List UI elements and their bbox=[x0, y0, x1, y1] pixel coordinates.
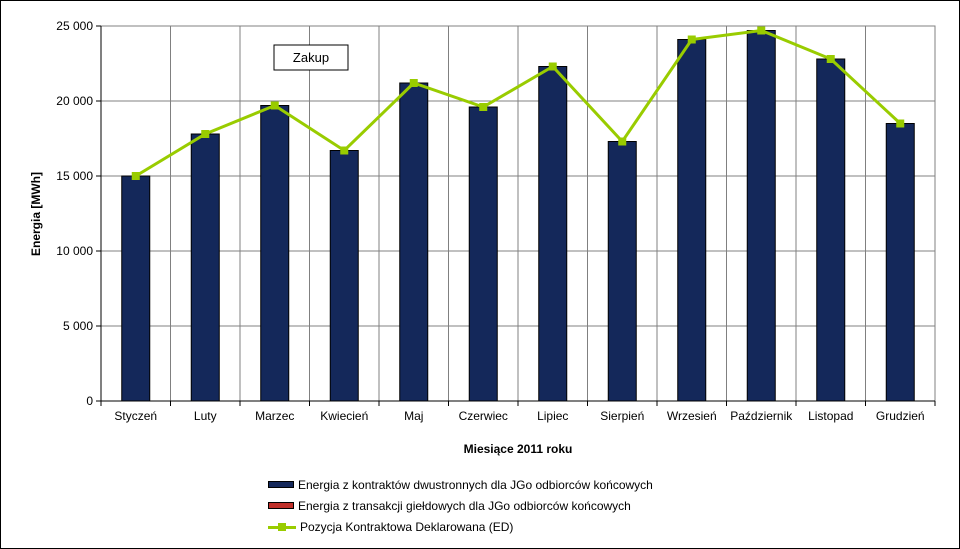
legend-item-exchange: Energia z transakcji giełdowych dla JGo … bbox=[268, 495, 653, 516]
y-axis-title: Energia [MWh] bbox=[29, 172, 43, 256]
annotation-box: Zakup bbox=[273, 44, 349, 71]
vertical-gridlines bbox=[170, 26, 866, 401]
bar bbox=[885, 123, 915, 402]
legend-swatch-navy bbox=[268, 481, 294, 488]
x-tick-label: Grudzień bbox=[876, 409, 925, 423]
legend-item-bilateral: Energia z kontraktów dwustronnych dla JG… bbox=[268, 474, 653, 495]
annotation-label: Zakup bbox=[293, 50, 329, 65]
series-line bbox=[134, 28, 902, 178]
legend: Energia z kontraktów dwustronnych dla JG… bbox=[268, 474, 653, 537]
bar bbox=[677, 39, 707, 402]
legend-label: Energia z transakcji giełdowych dla JGo … bbox=[298, 498, 631, 513]
bar bbox=[399, 82, 429, 402]
bar bbox=[260, 105, 290, 402]
bar bbox=[538, 66, 568, 402]
x-tick-label: Sierpień bbox=[600, 409, 644, 423]
bar bbox=[329, 150, 359, 402]
y-tick-label: 20 000 bbox=[56, 94, 93, 108]
line-point bbox=[131, 172, 140, 180]
x-axis-title: Miesiące 2011 roku bbox=[464, 442, 573, 456]
x-tick-label: Maj bbox=[404, 409, 423, 423]
x-axis-ticks: Styczeń Luty Marzec Kwiecień Maj Czerwiec Lipi… bbox=[100, 401, 936, 423]
bar bbox=[607, 141, 637, 402]
bar bbox=[746, 30, 776, 402]
y-tick-label: 10 000 bbox=[56, 244, 93, 258]
x-tick-label: Lipiec bbox=[537, 409, 568, 423]
x-tick-label: Październik bbox=[730, 409, 793, 423]
legend-label: Pozycja Kontraktowa Deklarowana (ED) bbox=[300, 519, 514, 534]
legend-swatch-red bbox=[268, 502, 294, 509]
y-tick-label: 25 000 bbox=[56, 19, 93, 33]
x-tick-label: Luty bbox=[194, 409, 217, 423]
bar bbox=[190, 133, 220, 402]
bar bbox=[121, 175, 151, 402]
line-series bbox=[131, 26, 905, 180]
x-tick-label: Styczeń bbox=[114, 409, 157, 423]
x-tick-label: Marzec bbox=[255, 409, 294, 423]
y-axis-ticks: 0 5 000 10 000 15 000 20 000 25 000 bbox=[56, 19, 101, 408]
line-point bbox=[201, 130, 210, 138]
line-point bbox=[409, 79, 418, 87]
line-point bbox=[479, 103, 488, 111]
y-tick-label: 15 000 bbox=[56, 169, 93, 183]
line-point bbox=[826, 55, 835, 63]
legend-line-marker bbox=[268, 522, 296, 532]
line-point bbox=[896, 119, 905, 128]
line-point bbox=[687, 35, 696, 44]
legend-label: Energia z kontraktów dwustronnych dla JG… bbox=[298, 477, 653, 492]
y-tick-label: 0 bbox=[86, 394, 93, 408]
line-point bbox=[548, 62, 557, 71]
x-tick-label: Listopad bbox=[808, 409, 853, 423]
line-point bbox=[340, 146, 349, 155]
x-tick-label: Wrzesień bbox=[667, 409, 717, 423]
bar bbox=[816, 58, 846, 402]
x-tick-label: Kwiecień bbox=[320, 409, 368, 423]
line-point bbox=[757, 26, 766, 35]
line-point bbox=[618, 137, 627, 146]
x-tick-label: Czerwiec bbox=[459, 409, 508, 423]
line-point bbox=[270, 101, 279, 110]
y-tick-label: 5 000 bbox=[63, 319, 93, 333]
bar-series bbox=[121, 30, 915, 402]
legend-item-position: Pozycja Kontraktowa Deklarowana (ED) bbox=[268, 516, 653, 537]
bar bbox=[468, 106, 498, 402]
